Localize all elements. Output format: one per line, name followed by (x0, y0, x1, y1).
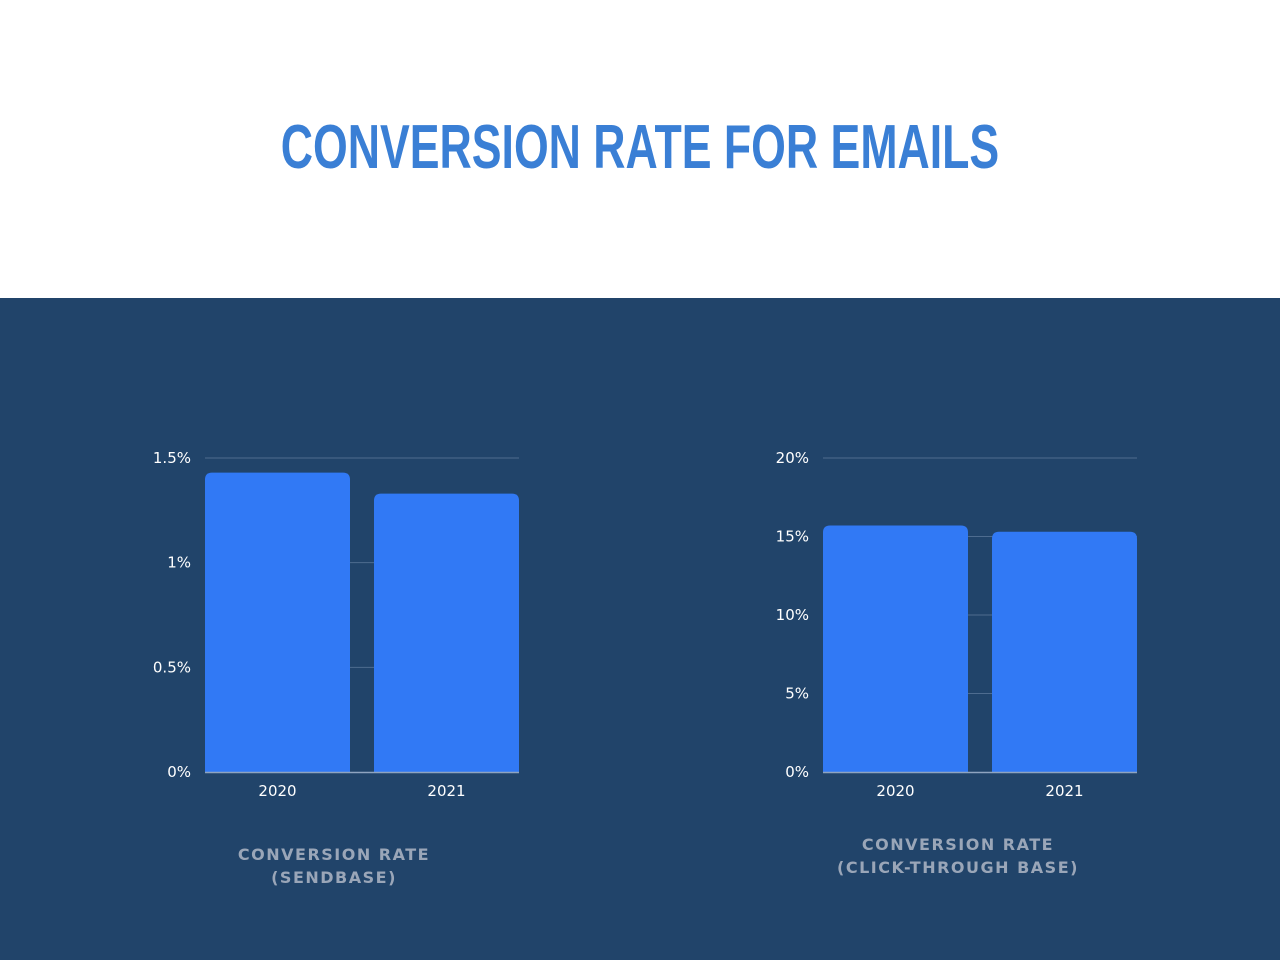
x-tick-label: 2020 (258, 782, 296, 800)
y-tick-label: 15% (776, 528, 809, 546)
bar-2021 (374, 493, 519, 772)
x-tick-label: 2021 (1045, 782, 1083, 800)
chart-caption-click-through: CONVERSION RATE (CLICK-THROUGH BASE) (808, 833, 1108, 879)
y-tick-label: 10% (776, 606, 809, 624)
y-tick-label: 0% (167, 763, 191, 781)
caption-line: (SENDBASE) (271, 868, 397, 887)
y-tick-label: 0.5% (153, 658, 191, 676)
y-tick-label: 20% (776, 449, 809, 467)
charts-canvas: 0% 0.5% 1% 1.5% 2020 2021 0% 5% 10% 15% 20% 2020 202… (153, 449, 1137, 800)
bar-2021 (992, 531, 1137, 772)
x-tick-label: 2020 (876, 782, 914, 800)
page-title: CONVERSION RATE FOR EMAILS (280, 113, 1000, 182)
chart-caption-sendbase: CONVERSION RATE (SENDBASE) (184, 843, 484, 889)
y-tick-label: 1% (167, 554, 191, 572)
caption-line: CONVERSION RATE (861, 835, 1055, 854)
x-tick-label: 2021 (427, 782, 465, 800)
bar-2020 (823, 525, 968, 772)
y-tick-label: 0% (785, 763, 809, 781)
caption-line: (CLICK-THROUGH BASE) (837, 858, 1079, 877)
charts-panel: 0% 0.5% 1% 1.5% 2020 2021 0% 5% 10% 15% 20% 2020 202… (0, 298, 1280, 960)
bar-2020 (205, 472, 350, 772)
title-band: CONVERSION RATE FOR EMAILS (0, 0, 1280, 298)
caption-line: CONVERSION RATE (237, 845, 431, 864)
y-tick-label: 1.5% (153, 449, 191, 467)
y-tick-label: 5% (785, 685, 809, 703)
